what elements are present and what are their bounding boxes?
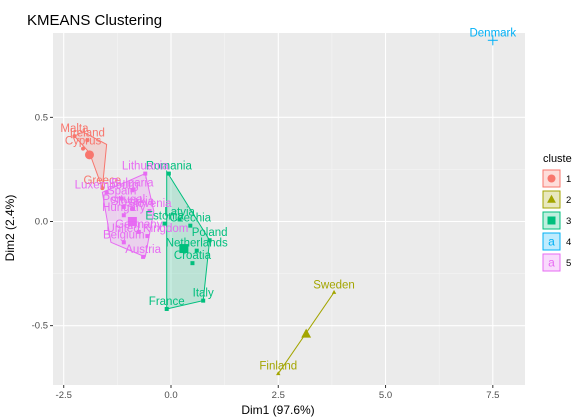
data-point <box>188 223 193 228</box>
x-axis-title: Dim1 (97.6%) <box>241 403 314 417</box>
point-label: Portugal <box>102 194 145 206</box>
data-point <box>130 207 135 211</box>
data-point <box>85 138 90 143</box>
axes: -2.5 0.0 2.5 5.0 7.5 -0.5 0.0 0.5 <box>32 112 500 401</box>
point-label: Denmark <box>469 27 516 39</box>
data-point <box>166 171 171 176</box>
point-label: Greece <box>83 175 121 187</box>
data-points <box>72 35 498 376</box>
data-point <box>194 248 199 253</box>
legend-key-glyph <box>547 174 556 183</box>
x-tick-label: -2.5 <box>56 390 72 401</box>
y-axis-title: Dim2 (2.4%) <box>3 195 17 262</box>
point-label: Croatia <box>174 250 212 262</box>
legend-key-glyph: a <box>548 256 555 270</box>
data-point <box>81 146 86 151</box>
point-label: Spain <box>107 186 136 198</box>
legend-key-4 <box>542 232 561 251</box>
x-tick-label: 2.5 <box>272 390 285 401</box>
data-point <box>143 171 148 176</box>
point-label: Netherlands <box>166 238 228 250</box>
data-point <box>104 190 109 195</box>
point-label: Cyprus <box>65 136 102 148</box>
legend-label: 3 <box>566 216 571 227</box>
cluster-hull-5 <box>101 172 155 258</box>
data-point <box>201 298 206 303</box>
point-label: Belgium <box>103 229 145 241</box>
data-point <box>145 234 150 239</box>
point-label: Latvia <box>164 206 195 218</box>
data-point <box>100 186 105 191</box>
cluster-hull-1 <box>73 131 108 189</box>
point-label: Finland <box>259 361 297 373</box>
data-point <box>130 188 135 193</box>
data-point <box>190 261 195 266</box>
cluster-center-3 <box>179 244 189 254</box>
point-label: Luxembourg <box>75 179 139 191</box>
point-label: Austria <box>125 244 161 256</box>
point-label: Ireland <box>70 127 105 139</box>
y-tick-label: 0.5 <box>35 112 48 123</box>
point-label: Slovenia <box>127 198 172 210</box>
point-label: Bulgaria <box>111 177 154 189</box>
cluster-center-5 <box>127 216 137 226</box>
point-label: Estonia <box>145 211 184 223</box>
legend-key-glyph <box>547 194 556 203</box>
y-tick-label: 0.0 <box>35 216 48 227</box>
data-point <box>121 213 126 218</box>
legend-label: 4 <box>566 237 571 248</box>
point-label: Sweden <box>313 279 355 291</box>
point-label: Romania <box>146 161 193 173</box>
cluster-hulls <box>73 131 335 374</box>
grid <box>53 33 525 385</box>
cluster-center-2 <box>301 328 312 338</box>
legend-title: cluste <box>543 153 572 165</box>
legend-label: 1 <box>566 174 571 185</box>
legend-key-glyph <box>547 216 556 225</box>
data-point <box>276 371 281 376</box>
chart-title: KMEANS Clustering <box>27 12 162 29</box>
data-point <box>331 289 337 294</box>
legend-key-glyph: a <box>548 235 555 249</box>
data-point <box>162 221 167 226</box>
point-label: United Kingdom <box>106 223 188 235</box>
point-label: Poland <box>192 227 228 239</box>
data-point <box>136 229 141 234</box>
cluster-centers <box>84 150 312 338</box>
data-point <box>177 217 182 222</box>
data-point <box>119 196 124 201</box>
legend-label: 2 <box>566 195 571 206</box>
point-label: Italy <box>193 288 214 300</box>
point-label: Malta <box>60 123 89 135</box>
data-point <box>141 254 146 259</box>
data-point <box>207 238 212 243</box>
legend-key-5 <box>542 253 561 272</box>
point-label: Germany <box>115 219 163 231</box>
data-point <box>164 306 169 311</box>
point-label: Lithuania <box>122 161 169 173</box>
legend-label: 5 <box>566 258 571 269</box>
point-label: Czechia <box>170 213 212 225</box>
x-tick-label: 0.0 <box>164 390 177 401</box>
y-tick-label: -0.5 <box>32 321 48 332</box>
point-label: Hungary <box>102 202 146 214</box>
cluster-center-1 <box>84 150 94 160</box>
point-label: Slovakia <box>111 196 155 208</box>
x-tick-label: 5.0 <box>379 390 392 401</box>
x-tick-label: 7.5 <box>486 390 499 401</box>
data-point <box>147 209 152 214</box>
data-point <box>121 240 126 245</box>
point-label: France <box>149 296 185 308</box>
data-point <box>121 204 126 209</box>
data-point <box>72 134 77 139</box>
